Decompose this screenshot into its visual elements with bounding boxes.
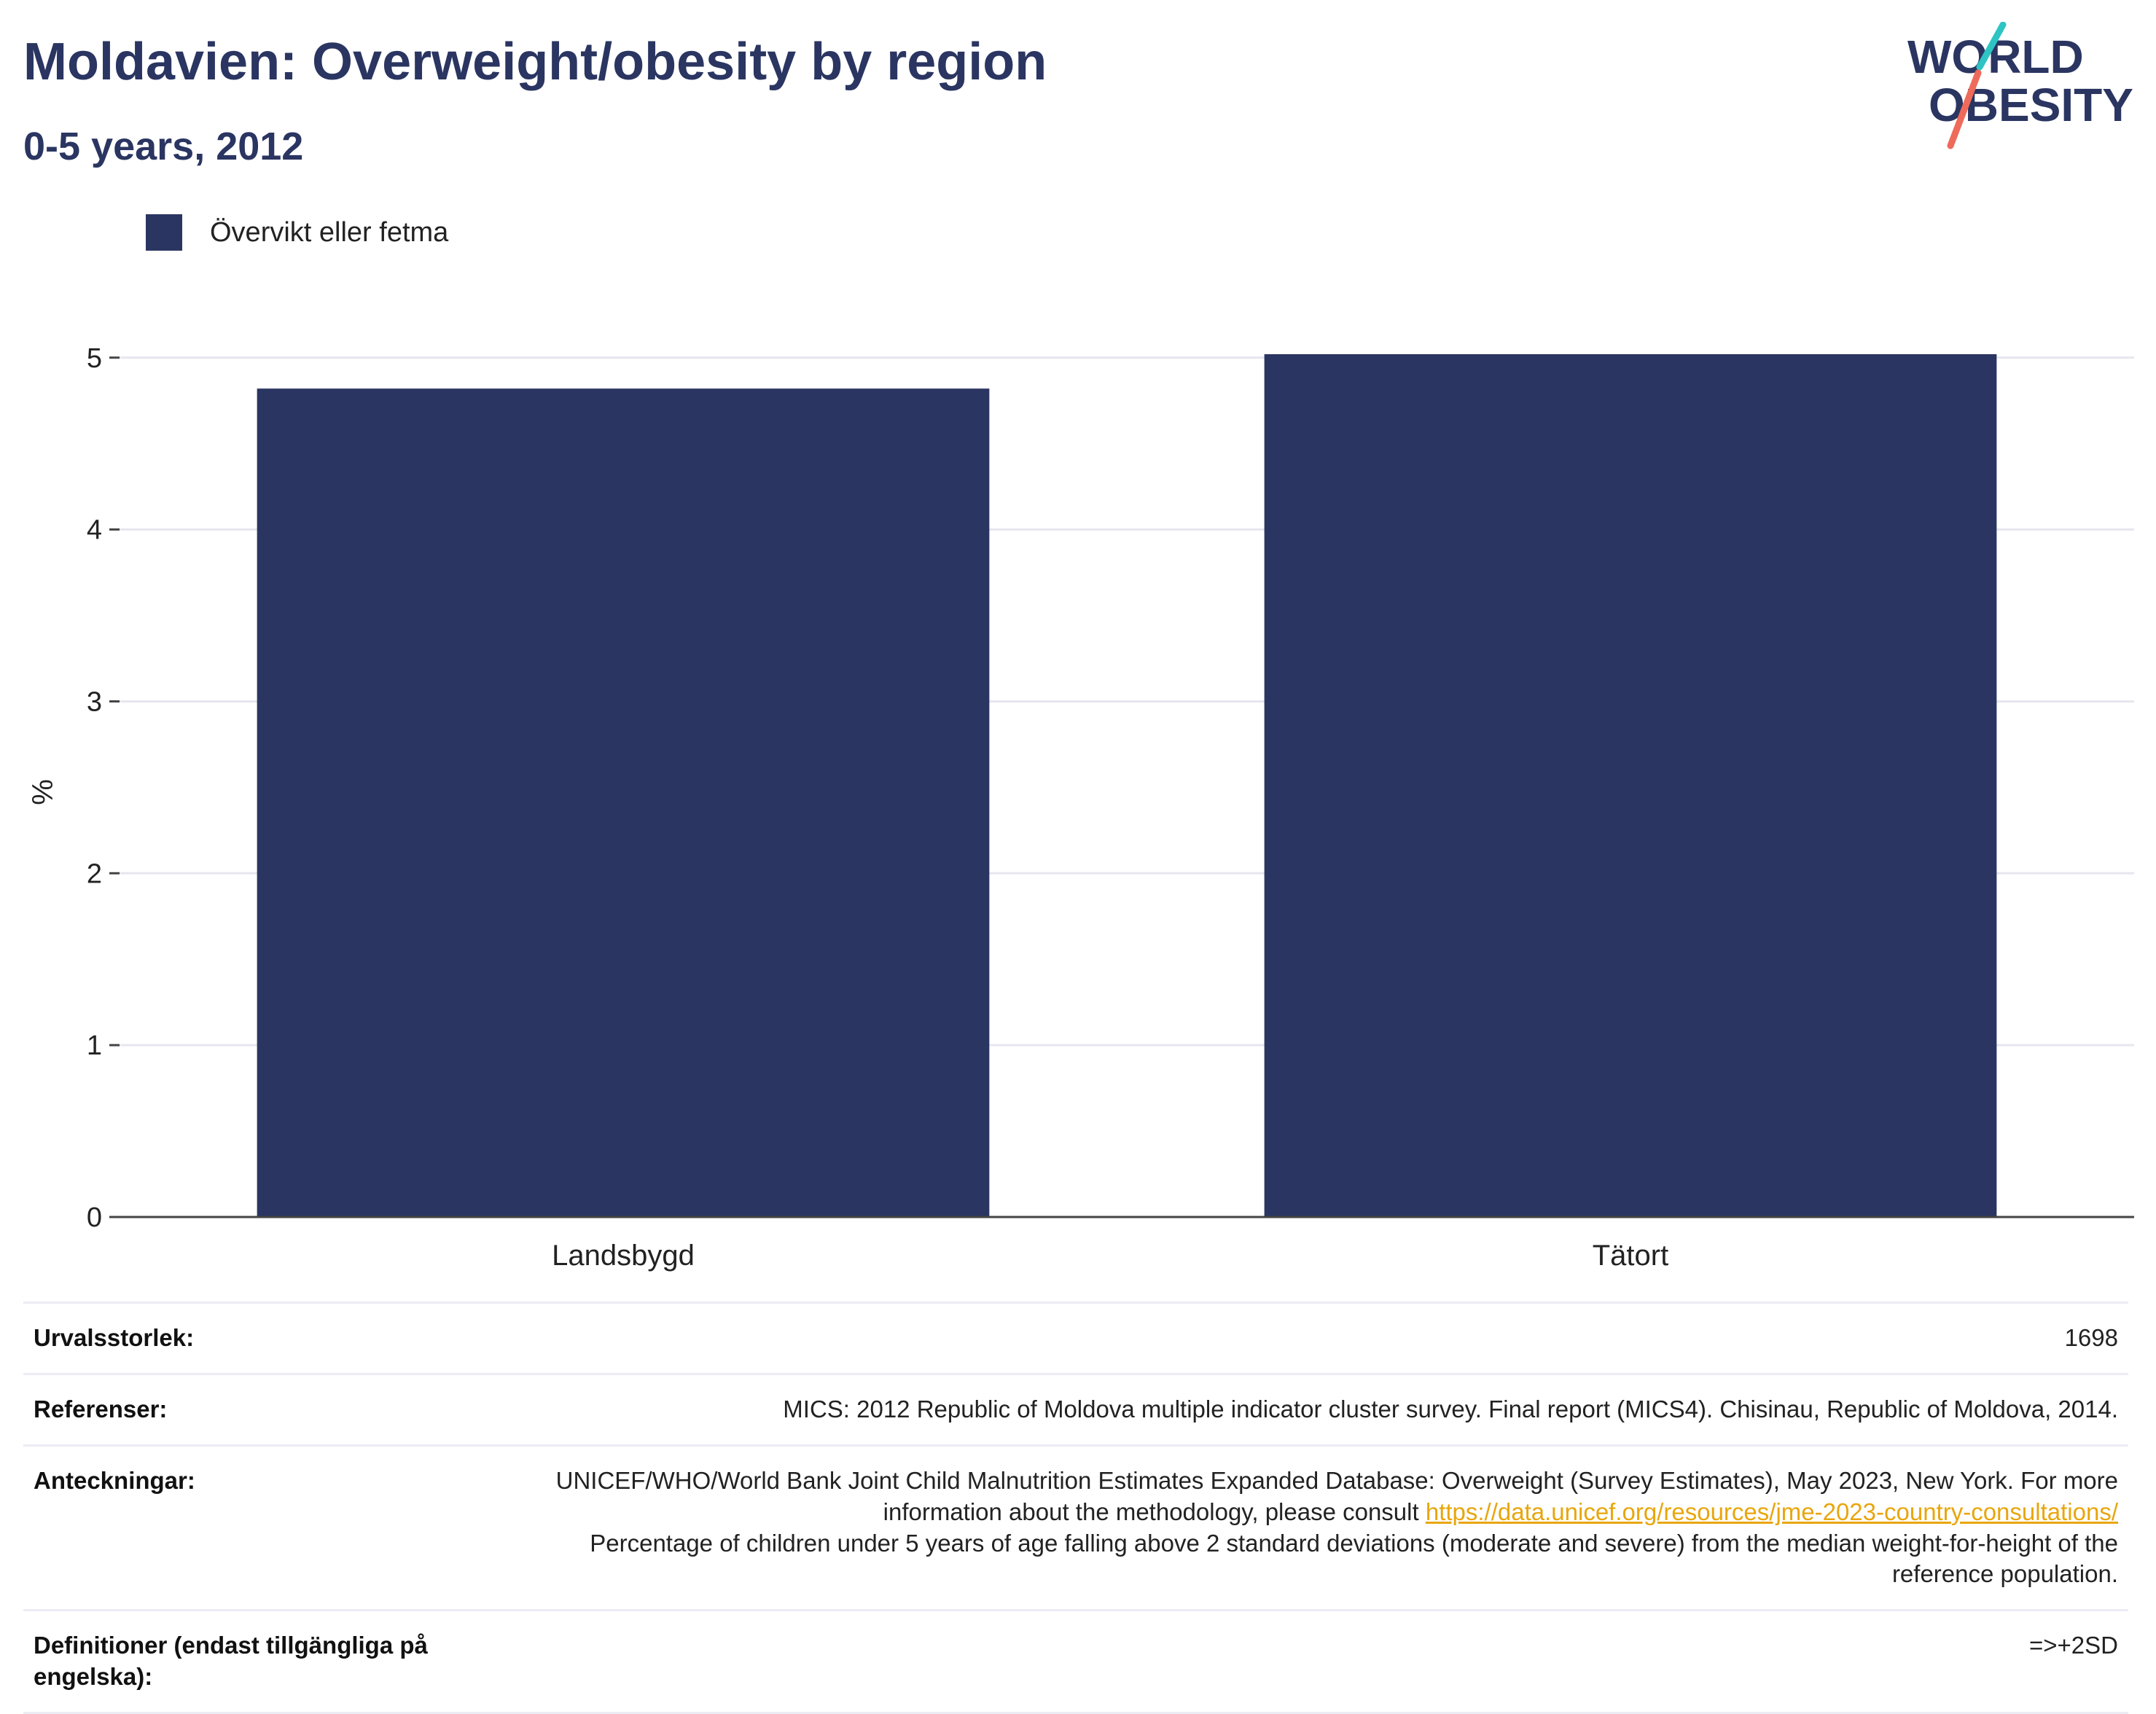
references-value: MICS: 2012 Republic of Moldova multiple … — [496, 1372, 2128, 1447]
definitions-value: =>+2SD — [496, 1609, 2128, 1714]
info-row-definitions: Definitioner (endast tillgängliga på eng… — [23, 1609, 2128, 1714]
notes-text: UNICEF/WHO/World Bank Joint Child Malnut… — [555, 1466, 2118, 1525]
chart-legend: Övervikt eller fetma — [146, 214, 448, 251]
y-tick-label: 0 — [87, 1202, 102, 1233]
notes-definition-text: Percentage of children under 5 years of … — [590, 1529, 2118, 1588]
info-row-sample-size: Urvalsstorlek: 1698 — [23, 1302, 2128, 1375]
legend-label: Övervikt eller fetma — [210, 216, 449, 248]
bar-chart: 0 1 2 3 4 5% Landsbygd Tätort — [27, 343, 2134, 1272]
chart-title: Moldavien: Overweight/obesity by region — [23, 33, 1047, 91]
y-tick-label: 5 — [87, 343, 102, 374]
info-row-references: Referenser: MICS: 2012 Republic of Moldo… — [23, 1372, 2128, 1447]
logo-teal-stroke — [1976, 22, 2007, 71]
sample-size-label: Urvalsstorlek: — [23, 1302, 496, 1375]
y-tick-label: 2 — [87, 858, 102, 889]
y-tick-label: 4 — [87, 515, 102, 546]
bar — [257, 388, 990, 1217]
x-tick-label: Landsbygd — [552, 1240, 695, 1272]
notes-link[interactable]: https://data.unicef.org/resources/jme-20… — [1425, 1498, 2118, 1525]
logo-coral-stroke — [1947, 69, 1982, 149]
y-tick-label: 3 — [87, 686, 102, 717]
info-table: Urvalsstorlek: 1698 Referenser: MICS: 20… — [23, 1302, 2128, 1714]
world-obesity-logo: WORLD OBESITY — [1907, 22, 2133, 149]
x-tick-label: Tätort — [1593, 1240, 1668, 1272]
references-label: Referenser: — [23, 1372, 496, 1447]
definitions-label: Definitioner (endast tillgängliga på eng… — [23, 1609, 496, 1714]
y-tick-label: 1 — [87, 1030, 102, 1061]
legend-swatch — [146, 214, 182, 251]
notes-label: Anteckningar: — [23, 1444, 496, 1612]
bar — [1264, 354, 1997, 1218]
sample-size-value: 1698 — [496, 1302, 2128, 1375]
chart-subtitle: 0-5 years, 2012 — [23, 125, 304, 168]
info-row-notes: Anteckningar: UNICEF/WHO/World Bank Join… — [23, 1444, 2128, 1612]
notes-value: UNICEF/WHO/World Bank Joint Child Malnut… — [496, 1444, 2128, 1612]
y-axis-label: % — [27, 779, 59, 805]
